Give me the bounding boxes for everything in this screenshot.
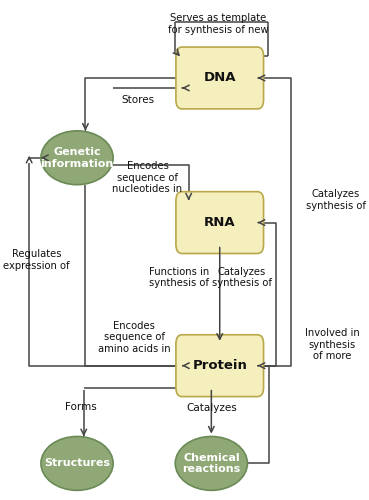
Text: Functions in
synthesis of: Functions in synthesis of xyxy=(149,266,209,288)
FancyBboxPatch shape xyxy=(176,47,263,109)
Text: Catalyzes
synthesis of: Catalyzes synthesis of xyxy=(306,190,366,211)
FancyBboxPatch shape xyxy=(176,335,263,396)
Text: Encodes
sequence of
amino acids in: Encodes sequence of amino acids in xyxy=(98,320,170,354)
Text: Involved in
synthesis
of more: Involved in synthesis of more xyxy=(305,328,359,362)
Text: Serves as template
for synthesis of new: Serves as template for synthesis of new xyxy=(168,13,268,35)
FancyBboxPatch shape xyxy=(176,192,263,254)
Ellipse shape xyxy=(175,436,248,490)
Text: Protein: Protein xyxy=(192,359,247,372)
Text: Forms: Forms xyxy=(65,402,96,412)
Text: Encodes
sequence of
nucleotides in: Encodes sequence of nucleotides in xyxy=(113,161,183,194)
Text: Genetic
information: Genetic information xyxy=(41,147,114,169)
Text: Catalyzes: Catalyzes xyxy=(186,403,237,413)
Ellipse shape xyxy=(41,436,113,490)
Text: Catalyzes
synthesis of: Catalyzes synthesis of xyxy=(211,266,272,288)
Text: RNA: RNA xyxy=(204,216,235,229)
Ellipse shape xyxy=(41,131,113,184)
Text: DNA: DNA xyxy=(203,72,236,85)
Text: Stores: Stores xyxy=(121,96,154,106)
Text: Regulates
expression of: Regulates expression of xyxy=(3,249,70,271)
Text: Chemical
reactions: Chemical reactions xyxy=(182,452,241,474)
Text: Structures: Structures xyxy=(44,458,110,468)
